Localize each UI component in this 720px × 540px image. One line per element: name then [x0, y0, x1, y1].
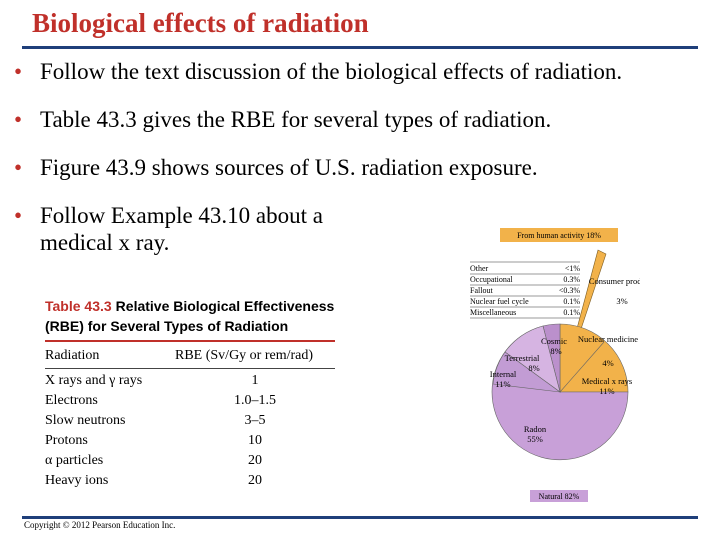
legend-value: <1%: [565, 264, 581, 273]
rbe-table: Table 43.3 Relative Biological Effectiven…: [45, 296, 335, 491]
table-row: α particles 20: [45, 451, 335, 471]
cell-rbe: 1.0–1.5: [234, 393, 276, 408]
bullet-item: • Follow the text discussion of the biolo…: [14, 58, 674, 85]
copyright-notice: Copyright © 2012 Pearson Education Inc.: [24, 520, 176, 530]
human-activity-label: From human activity 18%: [517, 231, 601, 240]
bullet-item: • Table 43.3 gives the RBE for several ty…: [14, 106, 674, 133]
cell-radiation: Slow neutrons: [45, 413, 126, 428]
pie-slice-human: [559, 323, 629, 393]
slice-label-terrestrial: Terrestrial: [505, 353, 540, 363]
cell-radiation: Heavy ions: [45, 473, 109, 488]
slice-label-medical-x-rays: Medical x rays: [582, 376, 633, 386]
legend-label: Fallout: [470, 286, 493, 295]
bullet-text: Table 43.3 gives the RBE for several typ…: [40, 107, 552, 132]
legend-label: Occupational: [470, 275, 513, 284]
cell-rbe: 10: [248, 433, 262, 448]
legend-value: 0.3%: [563, 275, 580, 284]
table-row: Slow neutrons 3–5: [45, 411, 335, 431]
natural-banner: [530, 490, 588, 502]
table-rule: [45, 340, 335, 342]
cell-rbe: 20: [248, 473, 262, 488]
slice-value-medical-x-rays: 11%: [599, 386, 614, 396]
legend-label: Nuclear fuel cycle: [470, 297, 529, 306]
bullet-list: • Follow the text discussion of the biolo…: [14, 58, 674, 277]
bullet-marker: •: [14, 59, 23, 84]
slice-label-cosmic: Cosmic: [541, 336, 567, 346]
slice-value-cosmic: 8%: [550, 346, 561, 356]
slice-value-radon: 55%: [527, 434, 543, 444]
slide-title: Biological effects of radiation: [32, 8, 369, 38]
bullet-text: Follow the text discussion of the biolog…: [40, 59, 623, 84]
cell-radiation: Electrons: [45, 393, 98, 408]
table-row: Heavy ions 20: [45, 471, 335, 491]
cell-radiation: α particles: [45, 453, 104, 468]
cell-radiation: Protons: [45, 433, 88, 448]
slice-label-consumer-products: Consumer products: [589, 276, 640, 286]
human-activity-banner: [500, 228, 618, 242]
table-body: X rays and γ rays 1 Electrons 1.0–1.5 Slow…: [45, 369, 335, 491]
legend-value: <0.3%: [559, 286, 581, 295]
column-header-rbe: RBE (Sv/Gy or rem/rad): [175, 348, 314, 363]
pie-slice-internal: [492, 351, 562, 393]
slice-label-radon: Radon: [524, 424, 547, 434]
slice-label-internal: Internal: [490, 369, 517, 379]
slice-value-terrestrial: 8%: [528, 363, 539, 373]
table-row: Electrons 1.0–1.5: [45, 391, 335, 411]
table-header: Radiation RBE (Sv/Gy or rem/rad): [45, 342, 335, 369]
slice-value-nuclear-medicine: 4%: [602, 358, 613, 368]
table-row: Protons 10: [45, 431, 335, 451]
legend: Other <1% Occupational 0.3% Fallout <0.3…: [470, 261, 581, 319]
cell-rbe: 3–5: [244, 413, 266, 428]
table-caption: Relative Biological Effectiveness (RBE) …: [45, 298, 335, 334]
slice-value-internal: 11%: [495, 379, 510, 389]
title-rule: [22, 46, 698, 49]
natural-label: Natural 82%: [539, 492, 580, 501]
column-header-radiation: Radiation: [45, 348, 100, 363]
pie-divider: [559, 341, 605, 393]
footer-rule: [22, 516, 698, 519]
table-title: Table 43.3 Relative Biological Effectiven…: [45, 296, 335, 336]
legend-value: 0.1%: [563, 297, 580, 306]
radiation-pie-chart: From human activity 18% Other <1% Occupa…: [470, 228, 640, 502]
bullet-marker: •: [14, 203, 23, 228]
table-number: Table 43.3: [45, 298, 112, 314]
slice-label-nuclear-medicine: Nuclear medicine: [578, 334, 638, 344]
cell-rbe: 1: [251, 373, 259, 388]
cell-rbe: 20: [248, 453, 262, 468]
bullet-marker: •: [14, 155, 23, 180]
bullet-text: Figure 43.9 shows sources of U.S. radiat…: [40, 155, 538, 180]
bullet-item: • Follow Example 43.10 about a medical x …: [14, 202, 380, 256]
cell-radiation: X rays and γ rays: [45, 373, 143, 388]
radiation-exposure-figure: From human activity 18% Other <1% Occupa…: [460, 224, 640, 506]
slice-value-consumer-products: 3%: [616, 296, 627, 306]
table-row: X rays and γ rays 1: [45, 371, 335, 391]
bullet-item: • Figure 43.9 shows sources of U.S. radia…: [14, 154, 674, 181]
legend-value: 0.1%: [563, 308, 580, 317]
legend-label: Other: [470, 264, 489, 273]
legend-label: Miscellaneous: [470, 308, 516, 317]
bullet-marker: •: [14, 107, 23, 132]
bullet-text: Follow Example 43.10 about a medical x r…: [40, 203, 323, 255]
